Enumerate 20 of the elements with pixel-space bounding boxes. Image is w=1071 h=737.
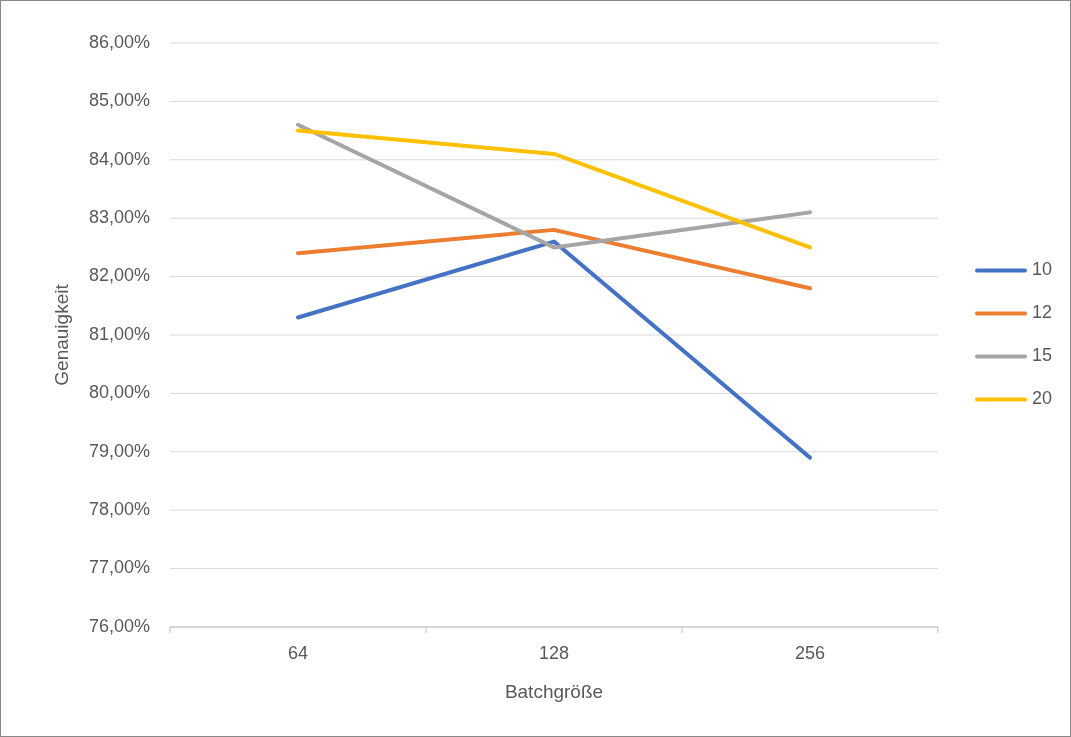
x-tick-label: 256 (794, 643, 826, 663)
legend-label: 20 (1032, 388, 1053, 409)
x-tick-label: 64 (287, 643, 309, 663)
y-tick-label: 76,00% (88, 615, 150, 636)
y-tick-label: 84,00% (88, 148, 150, 169)
y-tick-label: 78,00% (88, 498, 150, 519)
y-tick-label: 77,00% (88, 557, 150, 578)
x-tick-label: 128 (538, 643, 570, 663)
legend-label: 15 (1032, 345, 1053, 366)
legend-label: 10 (1032, 259, 1053, 280)
legend-label: 12 (1032, 302, 1053, 323)
y-axis-title: Genauigkeit (51, 283, 72, 386)
y-tick-label: 83,00% (88, 206, 150, 227)
y-tick-label: 81,00% (88, 323, 150, 344)
y-tick-label: 85,00% (88, 90, 150, 111)
y-tick-label: 86,00% (88, 31, 150, 52)
y-tick-label: 82,00% (88, 265, 150, 286)
x-axis-title: Batchgröße (504, 681, 604, 702)
y-tick-label: 79,00% (88, 440, 150, 461)
y-tick-label: 80,00% (88, 382, 150, 403)
